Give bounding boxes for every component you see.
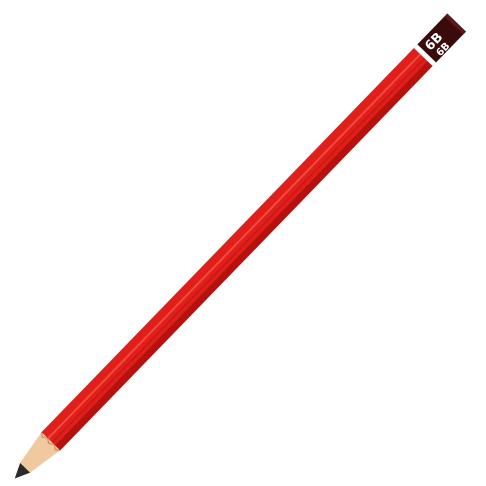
pencil-wood-edge	[40, 432, 61, 451]
pencil-body-highlight	[47, 53, 422, 440]
pencil-lead	[14, 462, 31, 479]
pencil-wood	[20, 432, 61, 473]
pencil-end-cap	[413, 13, 466, 67]
pencil-end-cap-stripe	[413, 44, 437, 67]
pencil-body	[41, 47, 433, 451]
pencil-body-shadow	[55, 61, 433, 451]
pencil-body-facet	[51, 57, 426, 443]
pencil-end-cap-edge	[444, 13, 466, 35]
